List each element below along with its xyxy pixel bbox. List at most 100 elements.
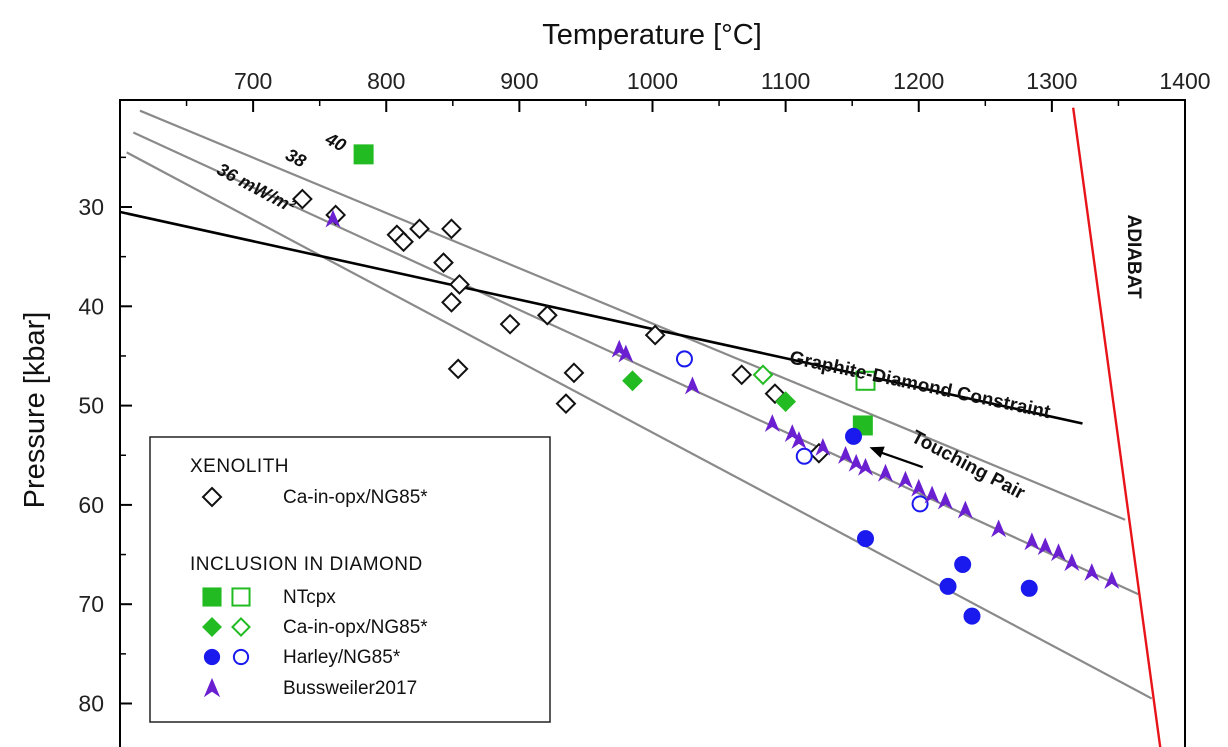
annotation-label: 36 mW/m² (214, 159, 299, 217)
data-point (555, 393, 577, 415)
data-point (622, 370, 643, 392)
data-point (1037, 537, 1053, 556)
touching-pair-arrow-shaft (877, 450, 924, 469)
annotation-label: ADIABAT (1123, 215, 1144, 299)
x-tick-label: 1400 (1159, 68, 1210, 94)
legend-item-label: Ca-in-opx/NG85* (283, 487, 428, 508)
data-point (954, 555, 972, 573)
data-point (897, 470, 913, 489)
data-point (845, 427, 863, 445)
legend-square-filled-marker (202, 587, 222, 607)
data-point (815, 438, 831, 456)
data-point (752, 364, 774, 386)
x-tick-label: 800 (367, 68, 405, 94)
data-point (764, 414, 780, 433)
annotation-label: Touching Pair (908, 427, 1029, 505)
plot-frame (119, 99, 1186, 747)
data-point (963, 607, 981, 625)
data-point (433, 252, 454, 274)
touching-pair-arrow-head (869, 446, 885, 458)
legend-item-label: Harley/NG85* (283, 647, 401, 668)
data-point (563, 362, 585, 384)
y-tick-label: 40 (78, 293, 104, 319)
x-tick-label: 1300 (1026, 68, 1077, 94)
data-point (848, 453, 864, 472)
graphite-diamond-line (120, 210, 1083, 425)
legend-circle-filled-marker (203, 648, 221, 666)
annotation-label: Graphite-Diamond Constraint (788, 347, 1053, 423)
data-point (536, 304, 558, 326)
data-point (441, 291, 462, 313)
data-point (1020, 579, 1038, 597)
data-point (441, 218, 462, 240)
data-point (447, 358, 469, 380)
x-tick-label: 1000 (627, 68, 678, 94)
data-point (838, 445, 854, 464)
legend-item-label: Bussweiler2017 (283, 678, 417, 699)
legend-item-label: NTcpx (283, 587, 336, 608)
y-tick-label: 50 (78, 393, 104, 419)
geotherm-40-line (139, 109, 1126, 521)
annotation-label: 38 (282, 144, 309, 171)
data-point (353, 144, 374, 165)
x-tick-label: 900 (500, 68, 538, 94)
legend-group-title: INCLUSION IN DIAMOND (190, 554, 423, 575)
legend-triangle-marker (203, 677, 221, 698)
legend-diamond-filled-marker (202, 617, 222, 637)
data-point (775, 391, 797, 413)
data-point (1064, 553, 1080, 572)
data-point (791, 431, 807, 449)
legend: XENOLITH Ca-in-opx/NG85* INCLUSION IN DIAM… (149, 436, 551, 723)
geotherm-38-line (132, 131, 1139, 596)
legend-diamond-open-marker (231, 617, 251, 637)
y-tick-label: 70 (78, 591, 104, 617)
adiabat-line (1071, 107, 1162, 747)
geotherm-36-line (126, 151, 1153, 700)
y-tick-label: 30 (78, 194, 104, 220)
x-tick-label: 700 (234, 68, 272, 94)
data-point (684, 376, 700, 395)
data-point (939, 577, 957, 595)
data-point (911, 478, 927, 497)
y-axis-title: Pressure [kbar] (19, 312, 51, 509)
data-point (857, 457, 874, 476)
legend-square-open-marker (231, 587, 251, 607)
data-point (325, 209, 341, 228)
data-point (1084, 563, 1100, 582)
legend-xenolith-marker (201, 486, 223, 508)
axis-ticks: 700 800 900 1000 1100 1200 1300 1400 30 40 50 60 70 8… (78, 68, 1210, 717)
x-axis-title: Temperature [°C] (542, 19, 762, 51)
data-point (957, 500, 973, 519)
data-point (784, 424, 800, 442)
legend-group-title: XENOLITH (190, 456, 289, 477)
data-point (675, 350, 693, 368)
data-point (937, 491, 953, 510)
y-tick-label: 60 (78, 492, 104, 518)
data-point (409, 218, 430, 240)
data-point (644, 324, 666, 346)
data-point (291, 188, 313, 210)
data-point (1051, 543, 1067, 562)
data-point (731, 364, 753, 386)
data-point (795, 447, 813, 465)
x-tick-label: 1100 (761, 68, 810, 94)
data-point (499, 313, 521, 335)
legend-box (149, 436, 551, 723)
data-point (911, 495, 929, 513)
data-point (618, 344, 634, 363)
data-point (877, 463, 893, 482)
data-point (1104, 571, 1120, 589)
data-point (393, 231, 414, 253)
y-tick-label: 80 (78, 691, 104, 717)
data-point (1024, 532, 1040, 551)
data-point (924, 485, 940, 504)
annotation-label: 40 (321, 128, 349, 156)
data-point (991, 519, 1007, 538)
data-point (855, 370, 876, 391)
data-point (449, 274, 470, 295)
legend-circle-open-marker (232, 648, 250, 666)
data-point (857, 530, 874, 548)
legend-item-label: Ca-in-opx/NG85* (283, 617, 428, 638)
x-tick-label: 1200 (893, 68, 944, 94)
